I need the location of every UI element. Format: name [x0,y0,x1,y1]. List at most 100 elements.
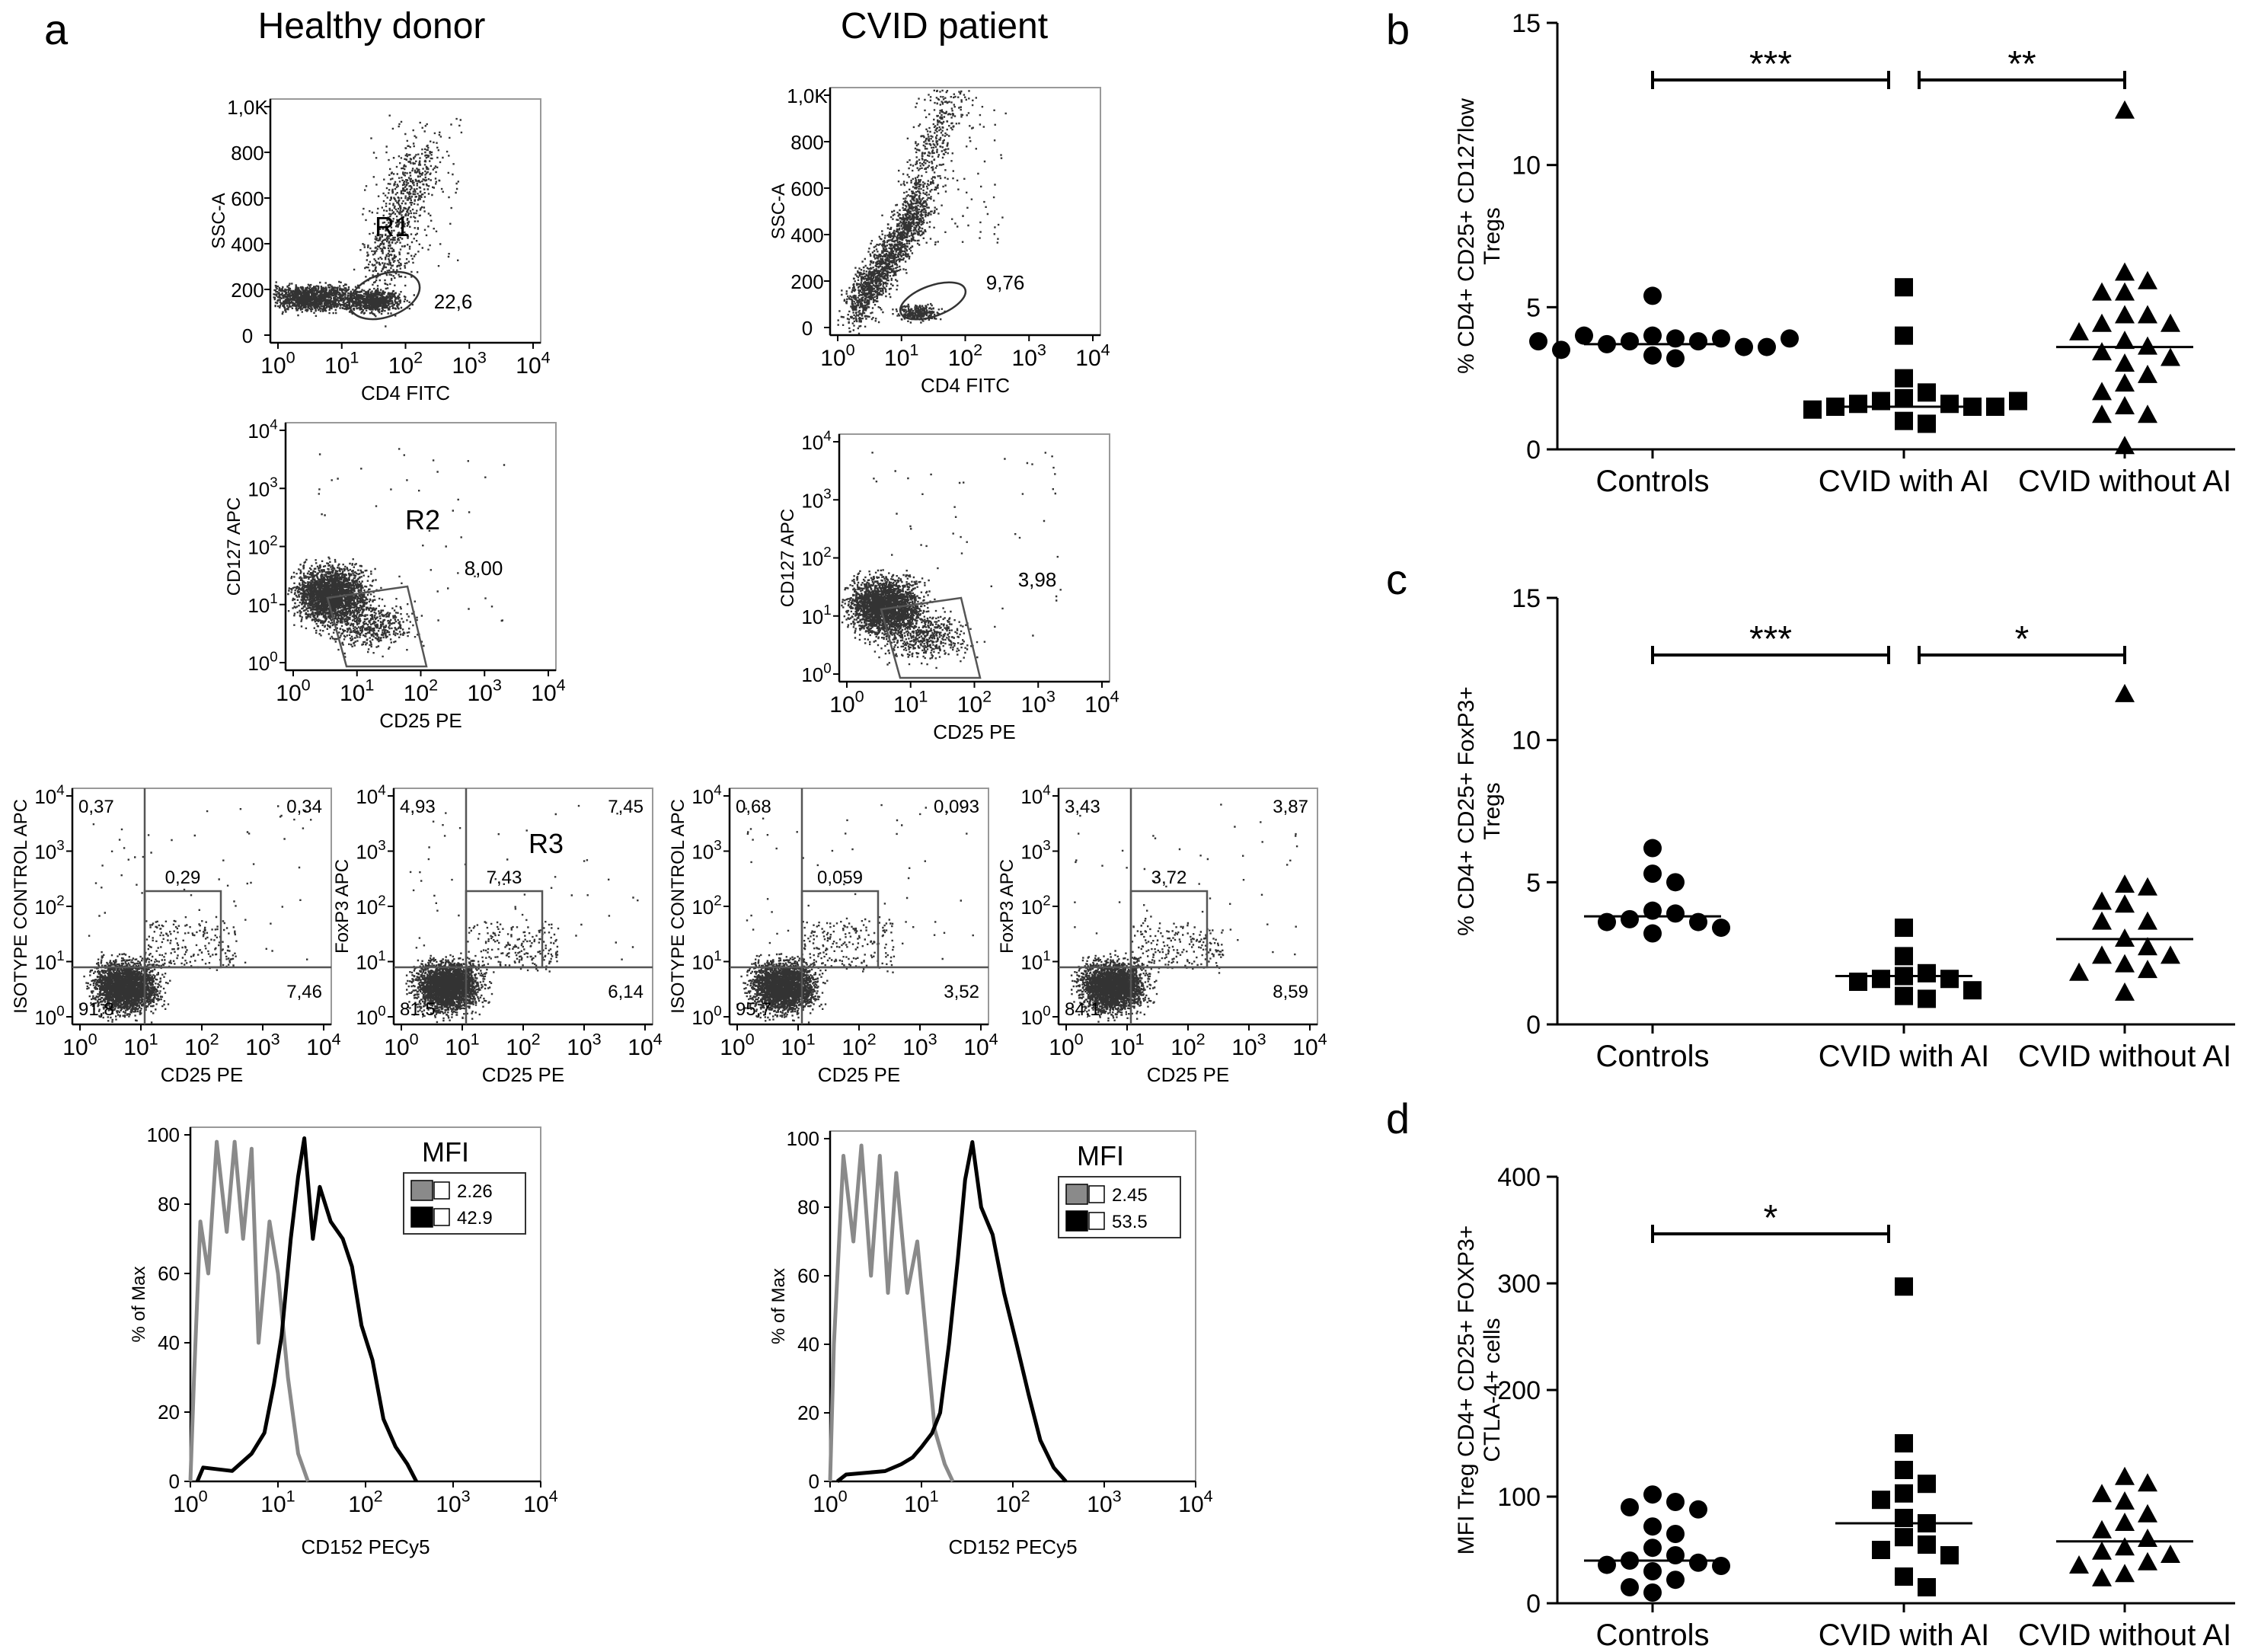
q2-quadrant-ur: 7,45 [608,797,644,817]
a2h-x-tick-label: 102 [404,676,438,707]
a1h-events [273,114,463,328]
a2c-x-tick-label: 102 [957,687,992,718]
q1-x-tick-label: 100 [62,1030,97,1061]
a2c-gate-value: 3,98 [1018,568,1057,591]
d-point-cvid-ai [1918,1578,1936,1596]
hc-x-tick-label: 103 [1087,1487,1121,1518]
b-x-tick-label: CVID without AI [2018,465,2231,498]
hh-y-label: % of Max [129,1266,149,1342]
b-point-cvid-no-ai [2115,436,2135,455]
c-y-tick-label: 0 [1526,1011,1541,1040]
q2-events [405,804,639,1024]
q2-quadrant-ll: 81,5 [400,999,436,1020]
q3-treg-box [800,890,880,969]
hh-legend-mfi: 42.9 [457,1208,493,1229]
q4-x-tick-label: 104 [1292,1030,1327,1061]
d-y-tick-label: 200 [1497,1376,1541,1405]
hc-y-tick-label: 60 [797,1264,819,1287]
c-y-label: % CD4+ CD25+ FoxP3+ [1454,686,1479,936]
a2h-y-tick-label: 104 [248,416,277,443]
hh-legend-mfi: 2.26 [457,1181,493,1202]
d-y-tick-label: 0 [1526,1590,1541,1618]
d-point-controls [1598,1555,1616,1574]
a1h-x-tick-label: 104 [516,348,550,379]
q4-x-label: CD25 PE [1147,1063,1229,1086]
b-point-cvid-no-ai [2069,321,2089,340]
b-point-cvid-no-ai [2115,262,2135,281]
b-point-controls [1735,337,1753,356]
q2-y-tick-label: 100 [356,1002,385,1029]
q2-quadrant-ul: 4,93 [400,797,436,817]
a1h-y-tick-label: 600 [231,187,263,210]
b-point-cvid-ai [2009,391,2027,411]
a1h-y-tick-label: 400 [231,233,263,256]
b-point-controls [1575,326,1593,345]
b-point-cvid-no-ai [2115,373,2135,392]
b-y-label: Tregs [1480,207,1505,265]
c-point-cvid-no-ai [2092,911,2112,930]
hh-y-tick-label: 40 [158,1331,180,1354]
q4-quadrant-ur: 3,87 [1273,797,1308,817]
c-point-cvid-no-ai [2115,928,2135,947]
d-y-tick-label: 400 [1497,1163,1541,1192]
a2c-plot-frame [838,433,1110,682]
d-point-cvid-ai [1940,1546,1959,1564]
a1h-gate-value: 22,6 [434,290,473,313]
d-point-cvid-no-ai [2092,1567,2112,1586]
c-point-cvid-no-ai [2115,683,2135,702]
hc-y-tick-label: 40 [797,1333,819,1356]
b-point-cvid-no-ai [2138,404,2157,423]
a1c-x-tick-label: 101 [884,340,918,372]
q3-events [736,804,974,1024]
q2-y-tick-label: 101 [356,947,385,974]
d-point-controls [1666,1493,1685,1511]
hc-x-tick-label: 100 [813,1487,847,1518]
d-point-controls [1621,1498,1639,1516]
b-point-controls [1666,349,1685,368]
d-point-cvid-no-ai [2092,1541,2112,1560]
a2c-x-tick-label: 101 [893,687,928,718]
q4-y-label: FoxP3 APC [997,859,1017,954]
hc-y-label: % of Max [768,1268,789,1344]
q1-y-label: ISOTYPE CONTROL APC [11,799,31,1014]
q1-quadrant-ll: 91,8 [78,999,114,1020]
b-y-tick-label: 10 [1512,152,1541,181]
c-significance-stars: * [2015,619,2030,660]
d-x-tick-label: CVID without AI [2018,1618,2231,1648]
q1-quadrant-lr: 7,46 [286,982,322,1002]
b-point-cvid-no-ai [2092,313,2112,332]
q1-y-tick-label: 100 [34,1002,64,1029]
c-point-cvid-ai [1940,970,1959,989]
q4-y-tick-label: 103 [1020,837,1050,864]
hc-legend-marker [1088,1185,1105,1203]
c-point-cvid-no-ai [2092,891,2112,910]
b-point-cvid-no-ai [2115,353,2135,372]
q2-y-tick-label: 104 [356,781,385,808]
b-y-tick-label: 5 [1526,293,1541,322]
hc-x-tick-label: 101 [904,1487,938,1518]
hc-x-tick-label: 104 [1178,1487,1212,1518]
b-point-cvid-ai [1895,326,1913,345]
a1c-y-tick-label: 600 [790,177,823,200]
a2h-gate [326,585,428,668]
b-point-cvid-no-ai [2115,305,2135,324]
q4-quadrant-ul: 3,43 [1065,797,1100,817]
hc-x-label: CD152 PECy5 [948,1535,1077,1558]
b-point-controls [1689,332,1707,351]
c-point-cvid-ai [1895,986,1913,1005]
hc-y-tick-label: 20 [797,1401,819,1424]
hh-y-tick-label: 60 [158,1262,180,1285]
d-point-cvid-ai [1872,1541,1890,1559]
d-point-cvid-no-ai [2115,1466,2135,1485]
q2-x-tick-label: 100 [384,1030,418,1061]
d-point-cvid-ai [1895,1461,1913,1479]
q3-y-tick-label: 104 [691,781,721,808]
d-point-cvid-ai [1918,1535,1936,1554]
q3-y-tick-label: 100 [691,1002,721,1029]
b-point-cvid-ai [1895,278,1913,297]
q1-events [79,805,312,1024]
c-point-cvid-ai [1895,947,1913,966]
a2h-plot-frame [285,422,557,671]
d-point-cvid-ai [1895,1528,1913,1547]
hh-isotype-curve [188,1139,310,1482]
